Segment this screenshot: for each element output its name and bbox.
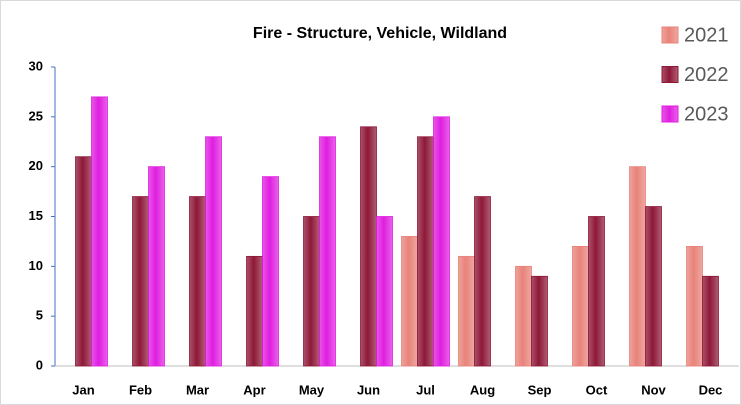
- bar: [417, 136, 434, 367]
- bar: [686, 245, 703, 367]
- bar: [401, 236, 418, 367]
- x-tick-label: Aug: [470, 382, 495, 397]
- x-tick-label: May: [299, 382, 325, 397]
- bar: [531, 275, 548, 367]
- y-tick-label: 0: [36, 357, 43, 372]
- bar: [205, 136, 222, 367]
- y-tick-label: 5: [36, 308, 43, 323]
- bar: [360, 126, 377, 367]
- bar: [588, 216, 605, 367]
- bar: [458, 255, 475, 367]
- bar: [515, 265, 532, 367]
- bar: [148, 166, 165, 367]
- bar: [132, 196, 149, 367]
- x-tick-label: Dec: [699, 382, 723, 397]
- x-tick-label: Jul: [416, 382, 435, 397]
- y-tick-label: 10: [29, 258, 43, 273]
- y-tick-label: 25: [29, 108, 43, 123]
- y-tick-label: 20: [29, 158, 43, 173]
- x-tick-label: Jun: [357, 382, 380, 397]
- bar: [319, 136, 336, 367]
- bar: [629, 166, 646, 367]
- bar: [645, 206, 662, 367]
- bar: [702, 275, 719, 367]
- y-tick-label: 30: [29, 58, 43, 73]
- bar: [189, 196, 206, 367]
- bar: [376, 216, 393, 367]
- bar: [433, 116, 450, 367]
- bar: [91, 96, 108, 367]
- x-tick-label: Nov: [641, 382, 666, 397]
- bar: [572, 245, 589, 367]
- chart-title: Fire - Structure, Vehicle, Wildland: [253, 25, 507, 42]
- bar: [303, 216, 320, 367]
- legend-swatch: [661, 105, 679, 123]
- x-tick-label: Mar: [186, 382, 209, 397]
- x-tick-label: Feb: [129, 382, 152, 397]
- legend-label: 2021: [684, 24, 729, 46]
- bar: [262, 176, 279, 367]
- legend-label: 2023: [684, 103, 729, 125]
- y-tick-label: 15: [29, 208, 43, 223]
- x-tick-label: Jan: [72, 382, 94, 397]
- legend-swatch: [661, 66, 679, 83]
- bar: [75, 156, 92, 367]
- legend-swatch: [661, 26, 679, 44]
- x-tick-label: Apr: [243, 382, 265, 397]
- x-tick-label: Sep: [528, 382, 552, 397]
- legend-label: 2022: [684, 64, 729, 86]
- bar: [246, 255, 263, 367]
- x-tick-label: Oct: [586, 382, 608, 397]
- bar: [474, 196, 491, 367]
